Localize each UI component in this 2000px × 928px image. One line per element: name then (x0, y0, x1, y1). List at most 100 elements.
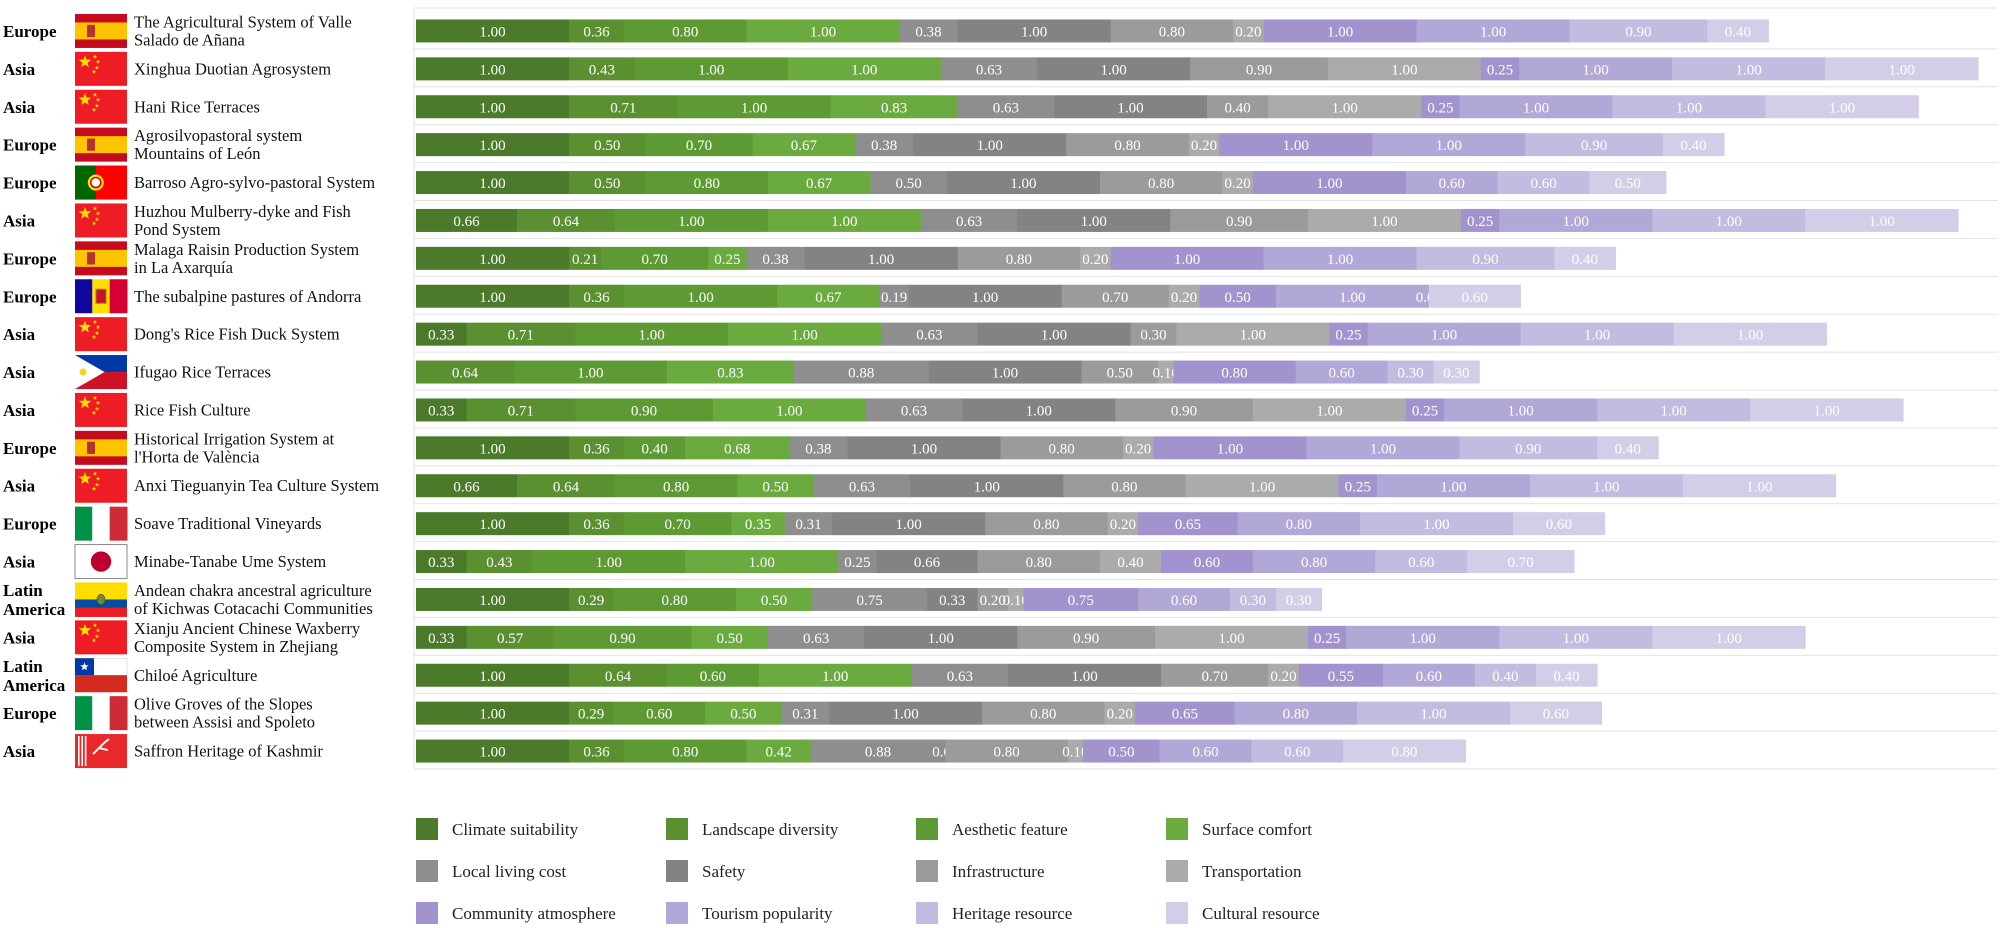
bar-stack: 1.00 0.43 1.00 1.00 0.63 1.00 0.90 1.00 0.25 1.00… (416, 57, 1979, 81)
bar-value-label: 0.70 (1202, 669, 1228, 685)
bar-stack: 1.00 0.50 0.70 0.67 0.38 1.00 0.80 0.20 1.00 1.00… (416, 133, 1725, 157)
region-label-line: Asia (3, 211, 36, 230)
bar-value-label: 1.00 (1327, 24, 1353, 40)
bar-segment (1268, 95, 1422, 119)
flag-ecuador-icon (75, 582, 127, 617)
bar-value-label: 1.00 (687, 290, 713, 306)
system-row: Europe Barroso Agro-sylvo-pastoral System (3, 165, 375, 200)
bar-segment (1067, 739, 1084, 763)
system-name: Historical Irrigation System at l'Horta d… (134, 429, 335, 466)
system-name-line: in La Axarquía (134, 258, 234, 277)
bar-value-label: 0.40 (1117, 555, 1143, 571)
bar-segment (569, 284, 625, 308)
system-name-line: Composite System in Zhejiang (134, 637, 338, 656)
bar-stack: 1.00 0.36 0.80 1.00 0.38 1.00 0.80 0.20 1.00 1.00… (416, 19, 1769, 43)
bar-value-label: 0.83 (717, 366, 743, 382)
bar-value-label: 0.50 (1615, 176, 1641, 192)
legend-item: Climate suitability (416, 818, 579, 840)
bar-value-label: 0.64 (553, 214, 580, 230)
bar-segment (945, 739, 1069, 763)
bar-segment (1170, 208, 1309, 232)
bar-stack: 0.33 0.43 1.00 1.00 0.25 0.66 0.80 0.40 0.60 0.80… (416, 550, 1575, 574)
system-name-line: l'Horta de València (134, 447, 260, 466)
bar-segment (1000, 436, 1124, 460)
bar-segment (1376, 474, 1531, 498)
bar-value-label: 0.33 (939, 593, 965, 609)
flag-star (94, 330, 100, 335)
legend-swatch (916, 860, 938, 882)
bar-segment (1597, 436, 1659, 460)
bar-segment (1338, 474, 1378, 498)
bar-segment (1054, 95, 1208, 119)
bar-value-label: 0.60 (646, 707, 672, 723)
bar-segment (1110, 246, 1265, 270)
bar-value-label: 0.20 (1171, 290, 1197, 306)
system-name-line: Ifugao Rice Terraces (134, 363, 271, 382)
bar-value-label: 0.40 (1492, 669, 1518, 685)
bar-value-label: 1.00 (1174, 252, 1200, 268)
bar-value-label: 0.40 (1224, 100, 1250, 116)
flag-star (78, 396, 92, 409)
bar-value-label: 0.80 (1148, 176, 1174, 192)
system-row: Europe Historical Irrigation System at l'H… (3, 429, 335, 466)
flag-star (92, 92, 98, 97)
bar-segment (601, 246, 709, 270)
region-label-line: Asia (3, 60, 36, 79)
bar-value-label: 0.33 (428, 328, 454, 344)
bar-segment (416, 284, 570, 308)
region-label: Asia (3, 477, 36, 496)
legend-swatch (916, 902, 938, 924)
bar-segment (416, 171, 570, 195)
system-row: Europe The subalpine pastures of Andorra (3, 279, 362, 314)
flag-italy-icon (75, 506, 128, 541)
flag-band (75, 506, 93, 541)
bar-value-label: 0.88 (848, 366, 874, 382)
bar-value-label: 0.60 (1530, 176, 1556, 192)
bar-value-label: 0.10 (1153, 366, 1179, 382)
bar-segment (1008, 663, 1162, 687)
bar-segment (1525, 133, 1664, 157)
flag-star (78, 472, 92, 484)
bar-segment (645, 171, 769, 195)
bar-value-label: 0.31 (795, 517, 821, 533)
legend-swatch (416, 860, 438, 882)
bar-segment (1569, 19, 1708, 43)
bar-value-label: 0.60 (1462, 290, 1488, 306)
flag-star (95, 628, 101, 633)
bar-value-label: 0.50 (594, 138, 620, 154)
legend-swatch (1166, 860, 1188, 882)
bar-value-label: 0.80 (1033, 517, 1059, 533)
bar-segment (416, 436, 570, 460)
bar-value-label: 0.50 (717, 631, 743, 647)
bar-segment (1387, 360, 1434, 384)
bar-segment (466, 398, 576, 422)
bar-stack: 1.00 0.50 0.80 0.67 0.50 1.00 0.80 0.20 1.00 0.60… (416, 171, 1667, 195)
flag-star (94, 482, 100, 487)
region-label-line: Europe (3, 287, 57, 306)
flag-star (78, 320, 92, 333)
bar-segment (957, 95, 1055, 119)
bar-segment (746, 19, 900, 43)
flag-band (75, 165, 96, 200)
region-label-line: Europe (3, 439, 57, 458)
flag-sun (90, 551, 112, 572)
legend-item: Local living cost (416, 860, 567, 882)
legend-label: Local living cost (452, 862, 567, 881)
bar-value-label: 0.50 (896, 176, 922, 192)
bar-value-label: 1.00 (974, 479, 1000, 495)
flag-star (94, 65, 100, 70)
bar-value-label: 0.20 (1082, 252, 1108, 268)
bar-segment (1467, 550, 1575, 574)
region-label: Europe (3, 515, 57, 534)
bar-segment (1252, 398, 1407, 422)
region-label: Asia (3, 363, 36, 382)
bar-segment (1251, 739, 1344, 763)
bar-value-label: 0.63 (901, 403, 927, 419)
flag-star (92, 206, 98, 211)
flag-star (92, 471, 98, 476)
bar-segment (1158, 360, 1174, 384)
bar-value-label: 0.60 (1416, 669, 1442, 685)
bar-value-label: 0.20 (1107, 707, 1133, 723)
bar-value-label: 0.50 (1108, 745, 1134, 761)
bar-segment (416, 625, 467, 649)
